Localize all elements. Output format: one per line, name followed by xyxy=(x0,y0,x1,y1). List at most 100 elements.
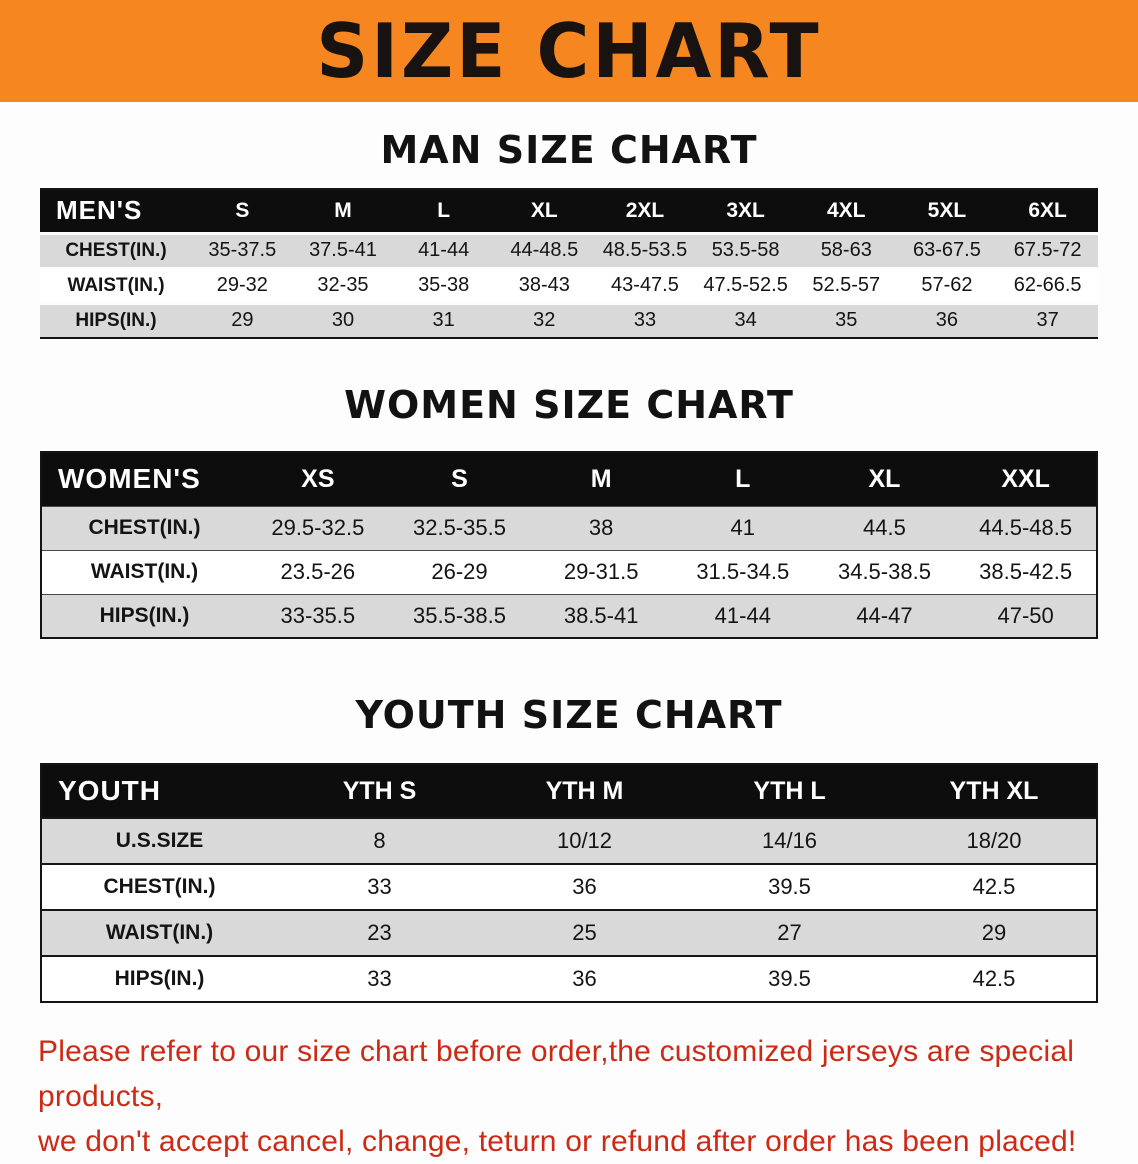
banner: SIZE CHART xyxy=(0,0,1138,102)
size-value-cell: 36 xyxy=(572,874,597,899)
size-value-cell: 47.5-52.5 xyxy=(703,274,788,296)
size-column-header: 6XL xyxy=(997,189,1098,233)
size-value-cell: 36 xyxy=(572,966,597,991)
size-value-cell: 35-38 xyxy=(418,274,470,296)
disclaimer-line-2: we don't accept cancel, change, teturn o… xyxy=(38,1125,1077,1158)
size-value-cell: 48.5-53.5 xyxy=(602,239,688,261)
table-row: WAIST(IN.) 29-32 32-35 35-38 38-43 43-47.5 47.… xyxy=(40,268,1098,303)
size-value-cell: 10/12 xyxy=(556,828,613,853)
size-value-cell: 63-67.5 xyxy=(913,239,981,261)
size-value-cell: 38.5-42.5 xyxy=(979,559,1073,584)
women-section: WOMEN SIZE CHART WOMEN'S XS S M L XL XXL CHEST(I… xyxy=(0,339,1138,639)
row-label: HIPS(IN.) xyxy=(75,309,157,331)
size-value-cell: 33 xyxy=(367,966,392,991)
size-value-cell: 38 xyxy=(588,515,614,540)
size-column-header: L xyxy=(671,452,814,506)
size-value-cell: 23 xyxy=(367,920,392,945)
men-section: MAN SIZE CHART MEN'S S M L XL 2XL 3XL 4XL 5XL 6XL C… xyxy=(0,102,1138,339)
table-row: WAIST(IN.) 23.5-26 26-29 29-31.5 31.5-34.5 34… xyxy=(41,550,1097,594)
women-size-table: WOMEN'S XS S M L XL XXL CHEST(IN.) 29.5-32.5 32.5… xyxy=(40,451,1098,639)
row-label: WAIST(IN.) xyxy=(105,921,214,944)
size-value-cell: 33 xyxy=(367,874,392,899)
youth-heading: YOUTH SIZE CHART xyxy=(355,693,783,737)
table-row: WAIST(IN.) 23 25 27 29 xyxy=(41,910,1097,956)
size-value-cell: 23.5-26 xyxy=(280,559,356,584)
size-value-cell: 58-63 xyxy=(820,239,872,261)
disclaimer: Please refer to our size chart before or… xyxy=(38,1029,1100,1164)
size-value-cell: 36 xyxy=(935,309,959,332)
size-value-cell: 8 xyxy=(373,828,386,853)
size-column-header: 2XL xyxy=(594,189,696,233)
size-column-header: XL xyxy=(813,452,956,506)
disclaimer-line-1: Please refer to our size chart before or… xyxy=(38,1035,1075,1113)
size-value-cell: 29 xyxy=(231,309,254,332)
size-column-header: XXL xyxy=(955,452,1097,506)
size-column-header: YTH L xyxy=(687,764,892,818)
men-size-table: MEN'S S M L XL 2XL 3XL 4XL 5XL 6XL CHEST(IN.) 35-37… xyxy=(40,188,1098,339)
size-value-cell: 32-35 xyxy=(317,274,369,296)
table-header-row: WOMEN'S XS S M L XL XXL xyxy=(41,452,1097,506)
size-value-cell: 34 xyxy=(734,309,757,332)
row-label: CHEST(IN.) xyxy=(65,239,167,261)
size-value-cell: 41-44 xyxy=(418,239,470,261)
table-row: U.S.SIZE 8 10/12 14/16 18/20 xyxy=(41,818,1097,864)
size-value-cell: 43-47.5 xyxy=(611,274,679,296)
size-value-cell: 32 xyxy=(533,309,556,332)
size-value-cell: 34.5-38.5 xyxy=(837,559,931,584)
women-group-label: WOMEN'S xyxy=(41,452,247,506)
youth-group-label: YOUTH xyxy=(41,764,277,818)
size-column-header: S xyxy=(192,189,293,233)
size-column-header: 3XL xyxy=(695,189,796,233)
table-row: CHEST(IN.) 33 36 39.5 42.5 xyxy=(41,864,1097,910)
row-label: HIPS(IN.) xyxy=(114,967,205,990)
size-value-cell: 29.5-32.5 xyxy=(271,515,365,540)
table-row: HIPS(IN.) 33 36 39.5 42.5 xyxy=(41,956,1097,1002)
size-value-cell: 25 xyxy=(572,920,597,945)
size-value-cell: 18/20 xyxy=(966,828,1022,853)
size-value-cell: 31.5-34.5 xyxy=(696,559,790,584)
size-value-cell: 44.5 xyxy=(863,515,906,540)
row-label: U.S.SIZE xyxy=(115,829,204,852)
size-value-cell: 42.5 xyxy=(972,874,1016,899)
size-column-header: XL xyxy=(493,189,595,233)
men-group-label: MEN'S xyxy=(40,189,192,233)
row-label: CHEST(IN.) xyxy=(88,516,201,539)
size-value-cell: 38.5-41 xyxy=(563,602,639,628)
youth-section: YOUTH SIZE CHART YOUTH YTH S YTH M YTH L YTH … xyxy=(0,639,1138,1003)
size-value-cell: 37.5-41 xyxy=(309,239,377,261)
size-column-header: 5XL xyxy=(896,189,998,233)
table-row: CHEST(IN.) 35-37.5 37.5-41 41-44 44-48.5 48.5… xyxy=(40,233,1098,268)
size-column-header: M xyxy=(530,452,672,506)
size-value-cell: 39.5 xyxy=(768,874,811,899)
size-value-cell: 37 xyxy=(1036,309,1059,332)
size-column-header: S xyxy=(388,452,531,506)
size-value-cell: 32.5-35.5 xyxy=(413,515,506,540)
size-column-header: L xyxy=(393,189,494,233)
table-row: CHEST(IN.) 29.5-32.5 32.5-35.5 38 41 44.5 44.5… xyxy=(41,506,1097,550)
size-value-cell: 35.5-38.5 xyxy=(413,602,506,628)
table-row: HIPS(IN.) 29 30 31 32 33 34 35 36 37 xyxy=(40,303,1098,338)
size-value-cell: 35-37.5 xyxy=(208,239,277,261)
row-label: HIPS(IN.) xyxy=(99,603,190,627)
size-value-cell: 38-43 xyxy=(518,274,570,296)
size-value-cell: 29 xyxy=(981,920,1007,945)
size-value-cell: 41 xyxy=(730,515,756,540)
size-value-cell: 27 xyxy=(777,920,802,945)
size-value-cell: 29-32 xyxy=(216,274,268,296)
size-value-cell: 26-29 xyxy=(431,559,488,584)
table-header-row: YOUTH YTH S YTH M YTH L YTH XL xyxy=(41,764,1097,818)
row-label: CHEST(IN.) xyxy=(103,875,216,898)
size-value-cell: 52.5-57 xyxy=(812,274,881,296)
size-column-header: YTH S xyxy=(277,764,482,818)
size-value-cell: 33-35.5 xyxy=(280,602,356,628)
size-column-header: M xyxy=(292,189,394,233)
size-value-cell: 35 xyxy=(835,309,858,332)
size-column-header: YTH M xyxy=(482,764,687,818)
size-value-cell: 53.5-58 xyxy=(711,239,780,261)
size-column-header: XS xyxy=(247,452,389,506)
size-value-cell: 44.5-48.5 xyxy=(979,515,1073,540)
size-value-cell: 47-50 xyxy=(997,602,1054,628)
row-label: WAIST(IN.) xyxy=(90,560,199,583)
size-value-cell: 44-48.5 xyxy=(510,239,579,261)
